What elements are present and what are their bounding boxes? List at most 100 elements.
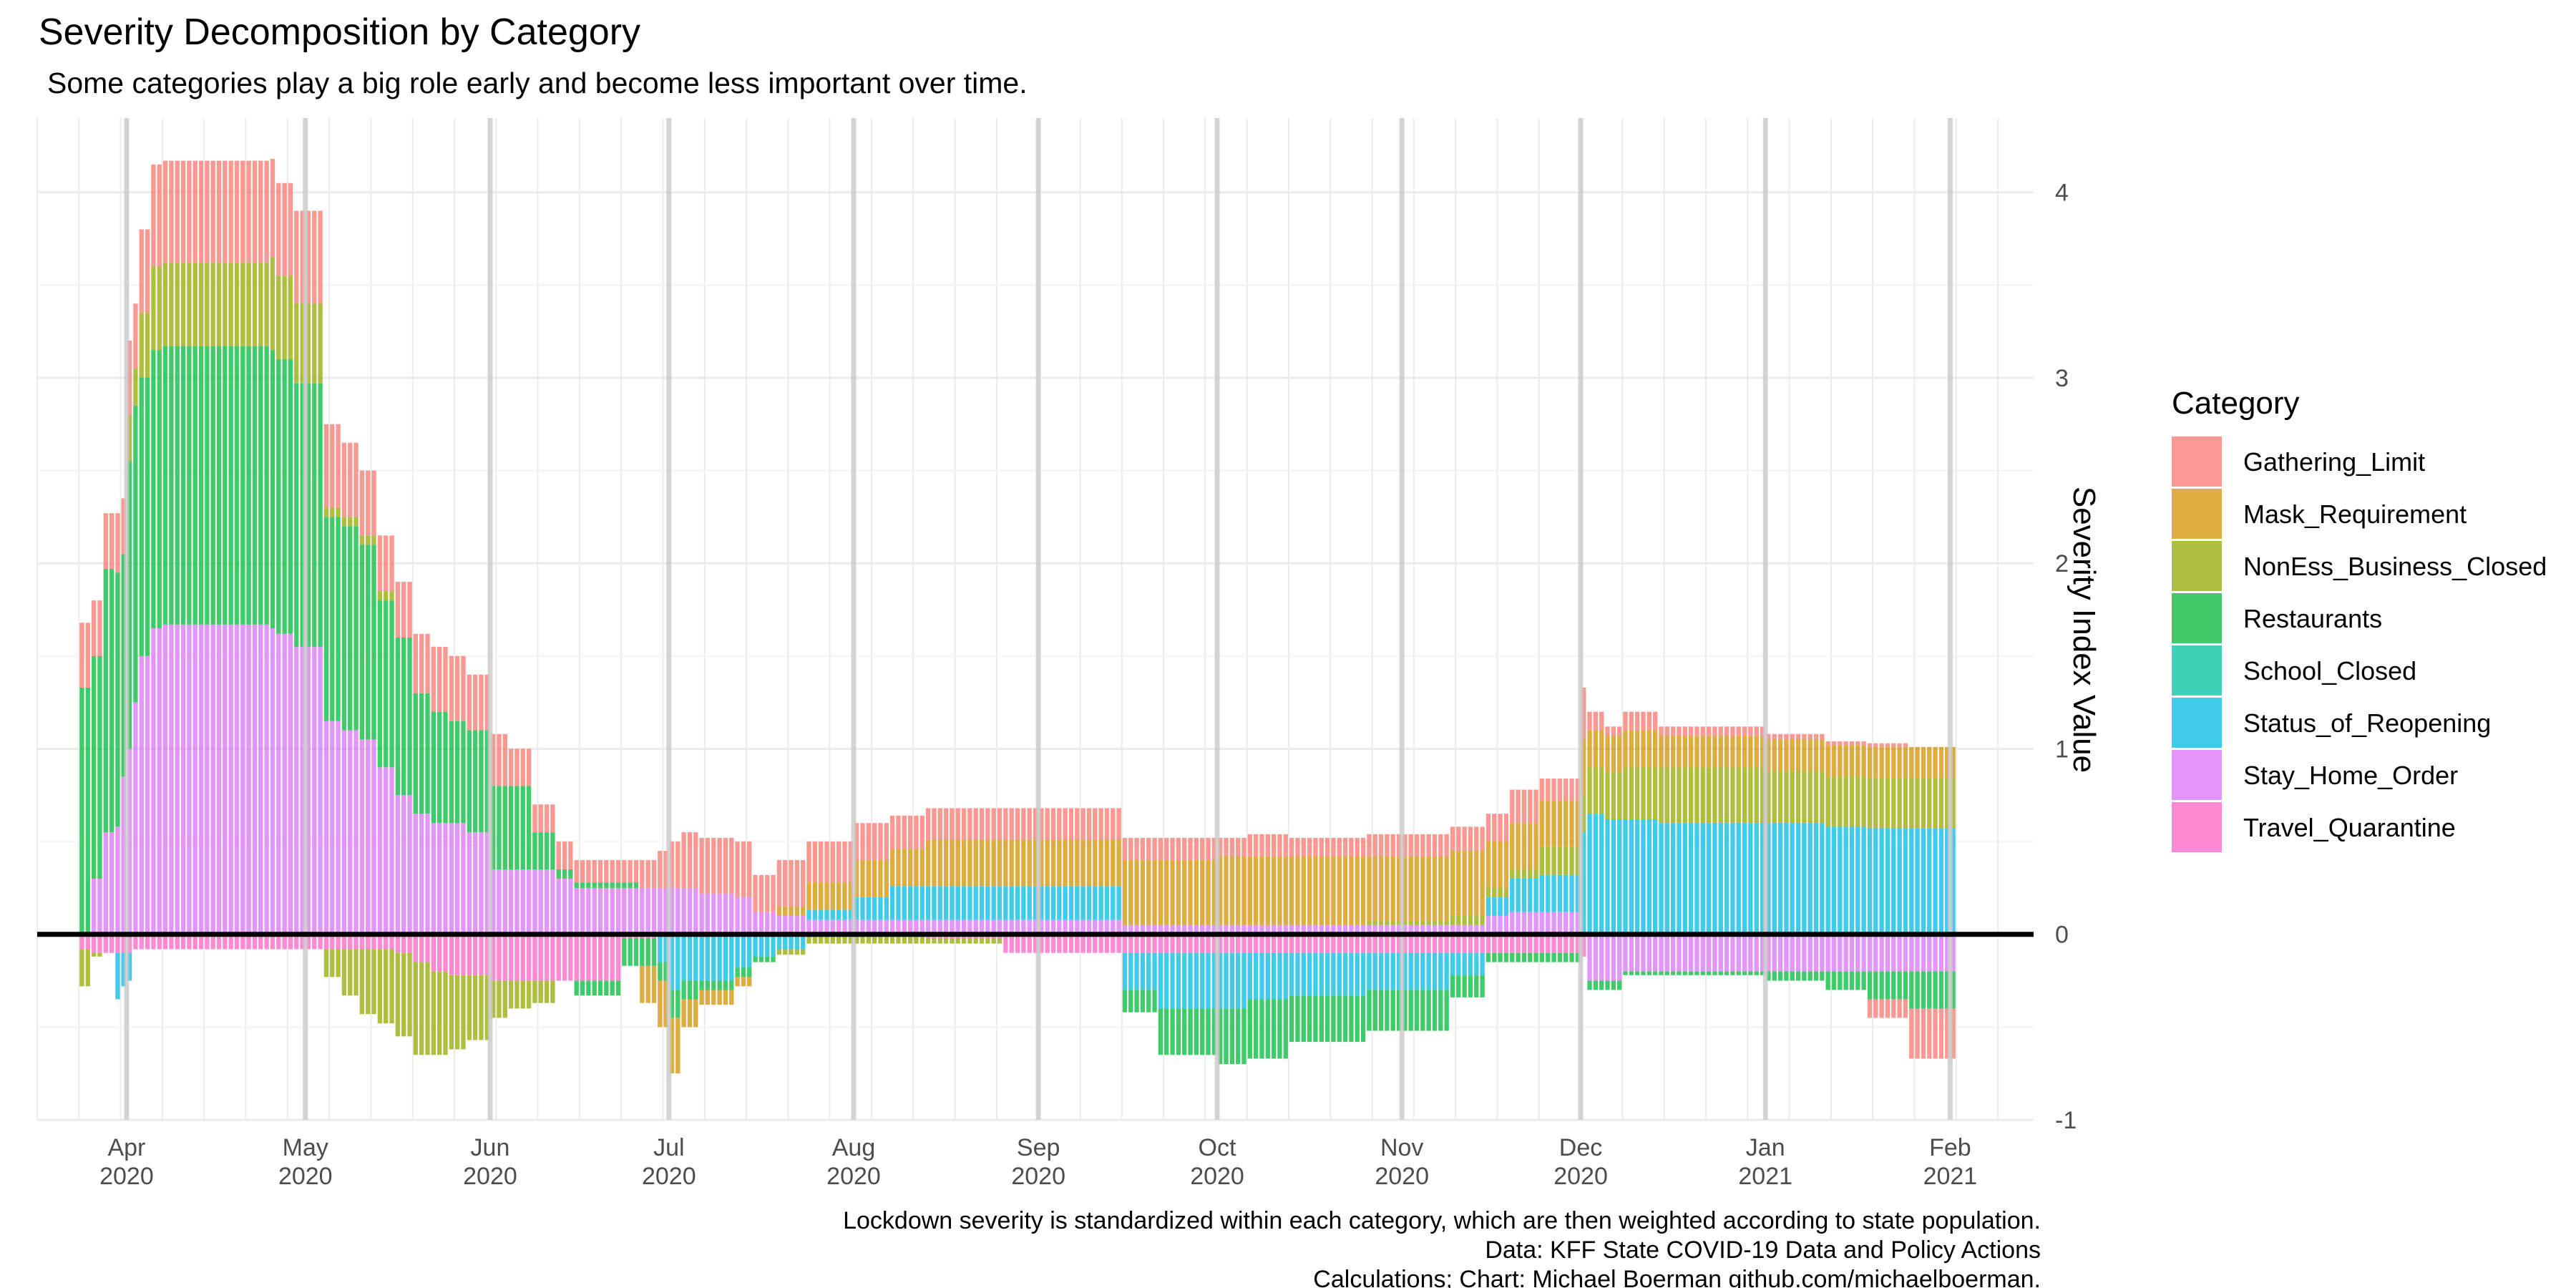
bar-segment <box>932 919 937 935</box>
bar-segment <box>1128 952 1133 990</box>
bar-segment <box>1855 826 1860 935</box>
bar-segment <box>872 919 877 935</box>
bar-segment <box>1652 971 1658 975</box>
bar-segment <box>1319 856 1324 925</box>
bar-segment <box>359 934 365 950</box>
bar-segment <box>1063 919 1068 935</box>
bar-segment <box>1098 919 1103 935</box>
bar-segment <box>1438 856 1443 922</box>
bar-segment <box>472 730 478 833</box>
bar-segment <box>85 934 90 950</box>
bar-segment <box>1301 995 1306 1043</box>
bar-segment <box>187 263 192 346</box>
bar-segment <box>1289 952 1294 996</box>
bar-segment <box>1838 971 1843 990</box>
bar-segment <box>896 919 901 935</box>
bar-segment <box>1539 847 1545 875</box>
bar-segment <box>1867 828 1873 935</box>
bar-segment <box>1593 730 1599 768</box>
bar-segment <box>973 839 978 887</box>
bar-segment <box>288 633 293 935</box>
bar-segment <box>919 886 924 919</box>
bar-segment <box>479 975 484 1040</box>
bar-segment <box>223 346 228 625</box>
bar-segment <box>955 808 960 840</box>
bar-segment <box>1349 856 1354 925</box>
bar-segment <box>711 893 716 935</box>
bar-segment <box>789 949 794 955</box>
bar-segment <box>1915 971 1920 1009</box>
bar-segment <box>1086 919 1092 935</box>
bar-segment <box>1265 934 1270 953</box>
bar-segment <box>1229 1008 1235 1065</box>
bar-segment <box>157 628 162 935</box>
bar-segment <box>1176 924 1181 935</box>
bar-segment <box>1802 823 1807 935</box>
bar-segment <box>234 346 240 625</box>
bar-segment <box>1456 826 1461 852</box>
bar-segment <box>1188 934 1193 953</box>
bar-segment <box>1873 828 1878 935</box>
bar-segment <box>1170 837 1175 861</box>
bar-segment <box>1408 934 1413 953</box>
bar-segment <box>348 934 353 950</box>
bar-segment <box>223 934 228 950</box>
bar-segment <box>514 980 519 1009</box>
bar-segment <box>806 919 811 935</box>
bar-segment <box>1080 934 1085 953</box>
bar-segment <box>765 874 770 912</box>
bar-segment <box>889 815 895 849</box>
bar-segment <box>419 633 424 693</box>
bar-segment <box>1438 990 1443 1031</box>
bar-segment <box>431 934 436 972</box>
bar-segment <box>1152 860 1157 925</box>
bar-segment <box>812 934 818 944</box>
bar-segment <box>121 952 126 987</box>
bar-segment <box>175 346 180 625</box>
bar-segment <box>860 919 865 935</box>
bar-segment <box>127 461 132 749</box>
bar-segment <box>943 919 949 935</box>
bar-segment <box>1194 934 1199 953</box>
bar-segment <box>1742 736 1747 768</box>
bar-segment <box>878 823 883 861</box>
bar-segment <box>1748 823 1753 935</box>
bar-segment <box>1182 837 1187 861</box>
bar-segment <box>121 776 126 935</box>
bar-segment <box>1313 952 1318 996</box>
bar-segment <box>407 795 412 935</box>
bar-segment <box>615 980 621 996</box>
bar-segment <box>1241 856 1246 925</box>
bar-segment <box>663 934 668 962</box>
bar-segment <box>1218 1008 1223 1065</box>
bar-segment <box>1873 971 1878 1000</box>
bar-segment <box>610 887 615 935</box>
bar-segment <box>1879 934 1884 972</box>
bar-segment <box>377 934 383 950</box>
bar-segment <box>1510 878 1515 912</box>
bar-segment <box>1122 860 1128 925</box>
bar-segment <box>1224 856 1229 925</box>
bar-segment <box>205 934 210 950</box>
bar-segment <box>1784 971 1789 981</box>
bar-segment <box>932 886 937 919</box>
bar-segment <box>1760 823 1765 935</box>
bar-segment <box>604 860 609 883</box>
bar-segment <box>1057 808 1062 840</box>
x-tick-label: Oct <box>1199 1134 1236 1161</box>
bar-segment <box>1116 839 1121 887</box>
bar-segment <box>1623 711 1628 731</box>
bar-segment <box>1730 767 1735 824</box>
bar-segment <box>902 919 907 935</box>
bar-segment <box>1188 952 1193 1009</box>
bar-segment <box>1438 921 1443 925</box>
bar-segment <box>1623 934 1628 972</box>
bar-segment <box>115 952 120 1000</box>
bar-segment <box>1838 826 1843 935</box>
bar-segment <box>1903 743 1908 747</box>
bar-segment <box>1652 711 1658 731</box>
bar-segment <box>961 937 967 944</box>
bar-segment <box>747 977 752 987</box>
bar-segment <box>1265 999 1270 1059</box>
bar-segment <box>550 804 555 833</box>
